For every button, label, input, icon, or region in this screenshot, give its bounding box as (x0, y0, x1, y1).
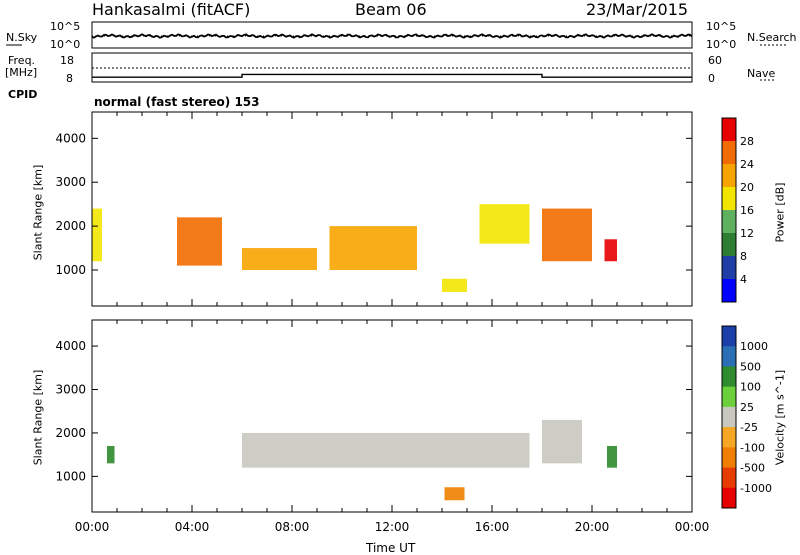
velocity-panel-frame (91, 319, 693, 513)
velocity-colorbar-swatch (722, 467, 736, 489)
noise-tick-max-left: 10^5 (50, 20, 81, 33)
freq-tick-min: 8 (66, 72, 73, 85)
freq-label: Freq. (8, 54, 36, 67)
cpid-label: CPID (8, 88, 38, 101)
power-colorbar-swatch (722, 256, 736, 280)
power-region (92, 208, 102, 262)
noise-tick-min-right: 10^0 (706, 38, 737, 51)
power-ytick-label: 4000 (55, 131, 86, 145)
power-colorbar-frame (721, 117, 737, 303)
velocity-colorbar-tick: -100 (740, 441, 765, 454)
date-title: 23/Mar/2015 (586, 0, 689, 19)
power-region (177, 217, 222, 266)
velocity-colorbar-swatch (722, 326, 736, 347)
beam-title: Beam 06 (355, 0, 427, 19)
velocity-colorbar-swatch (722, 406, 736, 428)
velocity-colorbar-tick: -500 (740, 462, 765, 475)
power-region (542, 208, 592, 262)
station-title: Hankasalmi (fitACF) (92, 0, 251, 19)
velocity-colorbar-tick: 500 (740, 360, 761, 373)
power-region (479, 204, 530, 244)
power-ytick-label: 3000 (55, 175, 86, 189)
nsearch-label: N.Search (747, 31, 797, 44)
nsky-label: N.Sky (6, 31, 38, 44)
power-region (329, 226, 417, 271)
power-colorbar-tick: 20 (740, 181, 754, 194)
velocity-colorbar-tick: -1000 (740, 482, 772, 495)
power-colorbar-tick: 12 (740, 227, 754, 240)
power-colorbar-tick: 16 (740, 204, 754, 217)
power-colorbar-swatch (722, 279, 736, 303)
noise-tick-min-left: 10^0 (50, 38, 81, 51)
velocity-colorbar-swatch (722, 346, 736, 367)
noise-panel-frame (91, 21, 693, 49)
power-colorbar-tick: 4 (740, 273, 747, 286)
freq-tick-max: 18 (60, 54, 74, 67)
x-tick-label: 04:00 (175, 520, 210, 534)
cpid-text: normal (fast stereo) 153 (94, 95, 260, 109)
velocity-region (607, 445, 617, 468)
velocity-ytick-label: 1000 (55, 469, 86, 483)
velocity-region (242, 432, 530, 468)
power-region (442, 278, 467, 292)
velocity-ytick-label: 4000 (55, 339, 86, 353)
velocity-region (107, 445, 115, 464)
power-colorbar-swatch (722, 164, 736, 188)
x-tick-label: 20:00 (575, 520, 610, 534)
velocity-region (542, 419, 582, 464)
velocity-colorbar-frame (721, 325, 737, 509)
power-ytick-label: 1000 (55, 263, 86, 277)
x-axis-title: Time UT (366, 541, 416, 555)
power-colorbar-tick: 8 (740, 250, 747, 263)
power-region (604, 239, 617, 262)
x-tick-label: 00:00 (675, 520, 710, 534)
power-ytick-label: 2000 (55, 219, 86, 233)
freq-unit-label: [MHz] (5, 66, 38, 79)
power-colorbar-swatch (722, 141, 736, 165)
noise-tick-max-right: 10^5 (706, 20, 737, 33)
power-region (242, 248, 317, 271)
nave-tick-max: 60 (708, 54, 722, 67)
power-panel-frame (91, 111, 693, 307)
velocity-region (444, 487, 465, 501)
velocity-colorbar-tick: 25 (740, 401, 754, 414)
x-tick-label: 16:00 (475, 520, 510, 534)
power-colorbar-swatch (722, 118, 736, 142)
x-tick-label: 08:00 (275, 520, 310, 534)
x-tick-label: 12:00 (375, 520, 410, 534)
power-colorbar-swatch (722, 210, 736, 234)
power-colorbar-tick: 24 (740, 158, 754, 171)
velocity-colorbar-swatch (722, 487, 736, 509)
power-colorbar-tick: 28 (740, 135, 754, 148)
nave-trace (92, 73, 692, 78)
nave-label: Nave (747, 67, 776, 80)
velocity-colorbar-swatch (722, 366, 736, 388)
velocity-colorbar-tick: 100 (740, 381, 761, 394)
nave-tick-min: 0 (708, 72, 715, 85)
velocity-colorbar-tick: -25 (740, 421, 758, 434)
velocity-colorbar-swatch (722, 386, 736, 408)
power-colorbar-swatch (722, 233, 736, 257)
power-colorbar-swatch (722, 187, 736, 211)
velocity-ytick-label: 2000 (55, 426, 86, 440)
velocity-colorbar-swatch (722, 447, 736, 469)
velocity-colorbar-tick: 1000 (740, 340, 768, 353)
velocity-colorbar-swatch (722, 427, 736, 448)
x-tick-label: 00:00 (75, 520, 110, 534)
velocity-ytick-label: 3000 (55, 383, 86, 397)
